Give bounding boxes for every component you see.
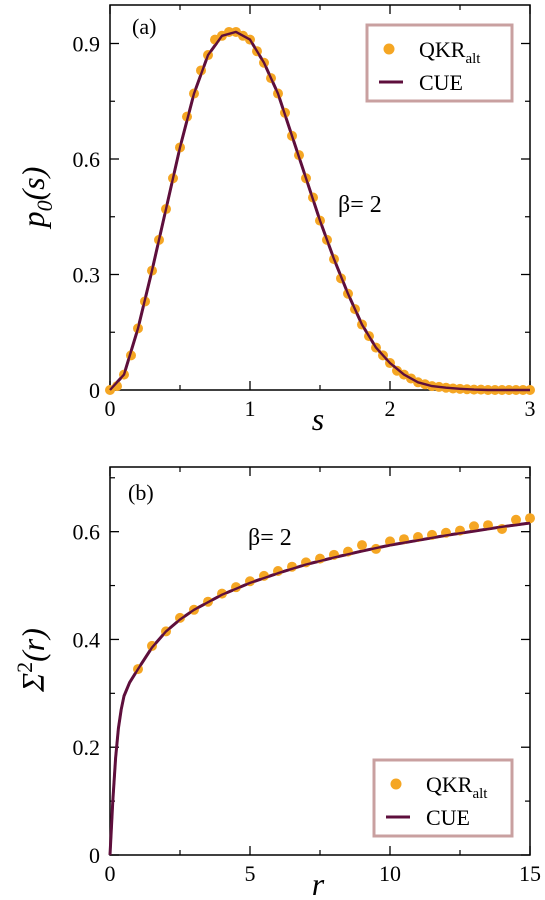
y-tick-label: 0 bbox=[89, 378, 100, 403]
legend: QKRalt CUE bbox=[365, 23, 514, 103]
series-line-cue-overlay bbox=[108, 521, 531, 856]
legend: QKRalt CUE bbox=[372, 758, 514, 838]
y-tick-label: 0.2 bbox=[73, 735, 101, 760]
x-tick-label: 2 bbox=[385, 396, 396, 421]
y-tick-label: 0 bbox=[89, 843, 100, 868]
x-tick-label: 0 bbox=[105, 396, 116, 421]
data-point bbox=[469, 521, 479, 532]
y-tick-label: 0.3 bbox=[73, 263, 101, 288]
y-tick-label: 0.4 bbox=[73, 627, 101, 652]
x-axis-label: s bbox=[312, 401, 324, 437]
legend-marker-qkr bbox=[390, 778, 402, 790]
y-axis-label: Σ2(r) bbox=[12, 628, 51, 693]
y-tick-label: 0.9 bbox=[73, 32, 101, 57]
x-tick-label: 15 bbox=[519, 861, 541, 886]
legend-box bbox=[372, 758, 514, 838]
legend-label-cue: CUE bbox=[419, 70, 463, 95]
x-tick-label: 3 bbox=[525, 396, 536, 421]
y-tick-label: 0.6 bbox=[73, 520, 101, 545]
y-tick-label: 0.6 bbox=[73, 147, 101, 172]
data-point bbox=[357, 540, 367, 551]
panel-label: (b) bbox=[128, 480, 154, 505]
beta-annotation: β= 2 bbox=[248, 525, 292, 551]
legend-label-qkr: QKRalt bbox=[426, 772, 488, 802]
series-line-cue-overlay bbox=[109, 30, 530, 392]
y-axis-label: p0(s) bbox=[15, 167, 57, 230]
beta-annotation: β= 2 bbox=[338, 192, 382, 218]
data-point bbox=[511, 514, 521, 525]
legend-label-cue: CUE bbox=[426, 805, 470, 830]
legend-label-qkr: QKRalt bbox=[419, 37, 481, 67]
panel-a: 0 1 2 3 0 0.3 0.6 0.9 (a) β= 2 s p0(s) QKRalt CUE bbox=[15, 4, 536, 437]
x-tick-label: 10 bbox=[379, 861, 401, 886]
legend-marker-qkr bbox=[383, 43, 395, 55]
x-axis-label: r bbox=[312, 866, 325, 900]
x-tick-label: 1 bbox=[245, 396, 256, 421]
panel-label: (a) bbox=[132, 14, 156, 39]
legend-box bbox=[365, 23, 514, 103]
panel-b: 0 5 10 15 0 0.2 0.4 0.6 (b) β= 2 r Σ2(r) QKRalt CUE bbox=[12, 466, 541, 900]
x-tick-label: 5 bbox=[245, 861, 256, 886]
data-point bbox=[525, 513, 535, 524]
x-tick-label: 0 bbox=[105, 861, 116, 886]
